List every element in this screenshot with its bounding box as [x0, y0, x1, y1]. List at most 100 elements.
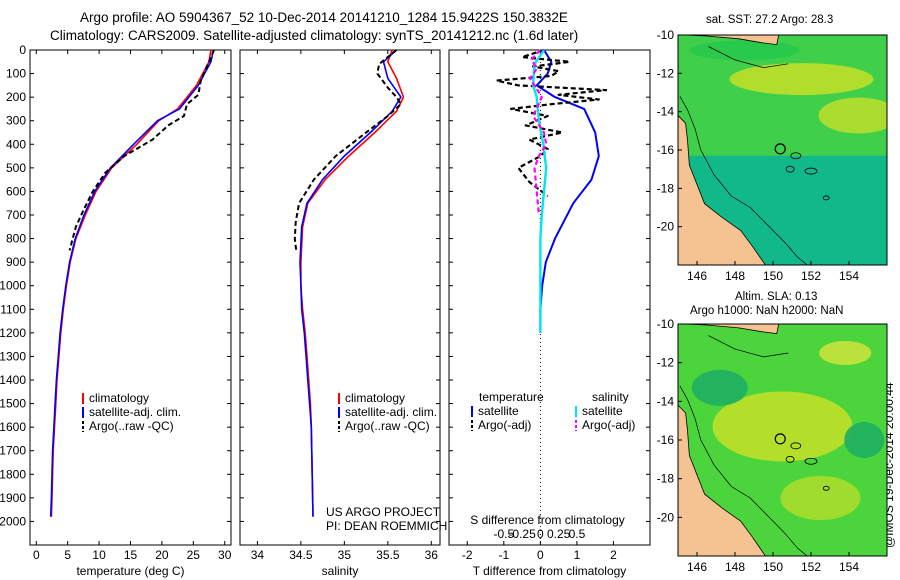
- project-pi: PI: DEAN ROEMMICH: [326, 519, 447, 533]
- salinity-xtick-label: 35.5: [376, 548, 400, 562]
- sla-map-title-line1: Altim. SLA: 0.13: [735, 291, 818, 303]
- sst-map-reef: [822, 195, 830, 201]
- sdiff-tick-label: 0.5: [569, 527, 586, 541]
- sdiff-tick-label: -0.25: [508, 527, 536, 541]
- salinity-xtick-label: 34.5: [289, 548, 313, 562]
- sla-map-australia-land: [678, 404, 766, 556]
- sst-map-ytick-label: -20: [657, 220, 675, 234]
- depth-ytick-label: 200: [6, 90, 26, 104]
- depth-ytick-label: 500: [6, 161, 26, 175]
- sla-map-high-anomaly-north: [819, 341, 872, 365]
- difference-legend-temperature-title: temperature: [479, 390, 544, 404]
- sla-map-reef: [822, 485, 830, 491]
- salinity-legend-satellite-label: satellite-adj. clim.: [345, 405, 437, 419]
- sst-map-argo-marker: [774, 143, 786, 155]
- salinity-xtick-label: 35: [338, 548, 352, 562]
- sla-map-xtick-label: 148: [725, 560, 745, 574]
- depth-ytick-label: 0: [19, 43, 26, 57]
- sst-map-reef: [790, 152, 802, 160]
- sdiff-tick-label: 0.25: [547, 527, 571, 541]
- sla-map-argo-marker: [774, 433, 786, 445]
- tdiff-xtick-label: 0: [537, 548, 544, 562]
- sla-map-xtick-label: 152: [801, 560, 821, 574]
- sst-map-field: [678, 35, 887, 265]
- figure-title-line2: Climatology: CARS2009. Satellite-adjuste…: [50, 28, 579, 43]
- temperature-xtick-label: 25: [187, 548, 201, 562]
- salinity-xtick-label: 36: [425, 548, 439, 562]
- temperature-argo-line: [68, 49, 215, 251]
- sla-map-ytick-label: -12: [657, 356, 675, 370]
- sla-map-ytick-label: -14: [657, 394, 675, 408]
- sst-map-ytick-label: -16: [657, 143, 675, 157]
- temperature-legend-satellite-label: satellite-adj. clim.: [89, 405, 181, 419]
- depth-ytick-label: 1900: [0, 491, 26, 505]
- sdiff-tick-label: -0.5: [493, 527, 514, 541]
- figure-title-line1: Argo profile: AO 5904367_52 10-Dec-2014 …: [80, 10, 568, 25]
- salinity-climatology-line: [300, 49, 405, 517]
- salinity-legend-climatology-label: climatology: [345, 391, 405, 405]
- sla-map-ytick-label: -20: [657, 510, 675, 524]
- depth-ytick-label: 700: [6, 208, 26, 222]
- sst-map-reef: [785, 165, 795, 173]
- depth-ytick-label: 1600: [0, 420, 26, 434]
- sst-map-ytick-label: -12: [657, 66, 675, 80]
- temperature-xlabel: temperature (deg C): [76, 564, 184, 578]
- sla-map-low-anomaly: [691, 369, 748, 406]
- difference-legend-t-satellite-label: satellite: [478, 404, 519, 418]
- temperature-xtick-label: 20: [155, 548, 169, 562]
- depth-ytick-label: 600: [6, 184, 26, 198]
- depth-ytick-label: 1500: [0, 397, 26, 411]
- sla-map-field: [678, 324, 887, 556]
- depth-ytick-label: 900: [6, 255, 26, 269]
- sst-map-xtick-label: 154: [839, 269, 859, 283]
- temperature-xtick-label: 30: [218, 548, 232, 562]
- sla-map-low-anomaly-east: [844, 422, 885, 458]
- sst-map-xtick-label: 146: [687, 269, 707, 283]
- sst-map-ytick-label: -10: [657, 28, 675, 42]
- salinity-legend-argo-label: Argo(..raw -QC): [345, 419, 430, 433]
- temperature-xtick-label: 5: [64, 548, 71, 562]
- tdiff-xtick-label: 2: [610, 548, 617, 562]
- depth-ytick-label: 800: [6, 232, 26, 246]
- sdiff-satellite-line: [531, 49, 548, 333]
- sla-map-ytick-label: -18: [657, 472, 675, 486]
- tdiff-xlabel: T difference from climatology: [473, 564, 627, 578]
- temperature-xtick-label: 0: [33, 548, 40, 562]
- sdiff-argo-line: [528, 49, 548, 216]
- difference-legend-s-satellite-label: satellite: [582, 404, 623, 418]
- sdiff-xlabel: S difference from climatology: [470, 513, 625, 527]
- salinity-panel-frame: [239, 49, 441, 546]
- depth-ytick-label: 1200: [0, 326, 26, 340]
- temperature-climatology-line: [50, 49, 212, 517]
- sst-map-xtick-label: 150: [763, 269, 783, 283]
- sla-map-ytick-label: -16: [657, 433, 675, 447]
- temperature-xtick-label: 10: [92, 548, 106, 562]
- salinity-satellite-line: [299, 49, 402, 517]
- depth-ytick-label: 100: [6, 67, 26, 81]
- depth-ytick-label: 1300: [0, 349, 26, 363]
- temperature-xtick-label: 15: [124, 548, 138, 562]
- tdiff-satellite-line: [535, 49, 600, 333]
- project-name: US ARGO PROJECT: [326, 505, 441, 519]
- salinity-xlabel: salinity: [322, 564, 359, 578]
- sla-map-isobath: [679, 385, 808, 556]
- sla-map-isobath-north: [708, 335, 789, 358]
- sst-map-ytick-label: -18: [657, 181, 675, 195]
- sla-map-xtick-label: 150: [763, 560, 783, 574]
- tdiff-xtick-label: -2: [462, 548, 473, 562]
- sla-map-png-land: [685, 324, 780, 335]
- sst-map-reef: [804, 167, 818, 175]
- difference-legend-t-argo-label: Argo(-adj): [478, 418, 531, 432]
- tdiff-xtick-label: -1: [498, 548, 509, 562]
- depth-ytick-label: 1400: [0, 373, 26, 387]
- temperature-legend-climatology-label: climatology: [89, 391, 149, 405]
- sla-map-reef: [785, 455, 795, 463]
- depth-ytick-label: 400: [6, 137, 26, 151]
- depth-ytick-label: 1100: [0, 302, 26, 316]
- sst-map-xtick-label: 148: [725, 269, 745, 283]
- sst-map-warm-region: [729, 63, 874, 96]
- sla-map-xtick-label: 146: [687, 560, 707, 574]
- sst-map-ytick-label: -14: [657, 105, 675, 119]
- depth-ytick-label: 2000: [0, 514, 26, 528]
- tdiff-argo-line: [495, 48, 608, 197]
